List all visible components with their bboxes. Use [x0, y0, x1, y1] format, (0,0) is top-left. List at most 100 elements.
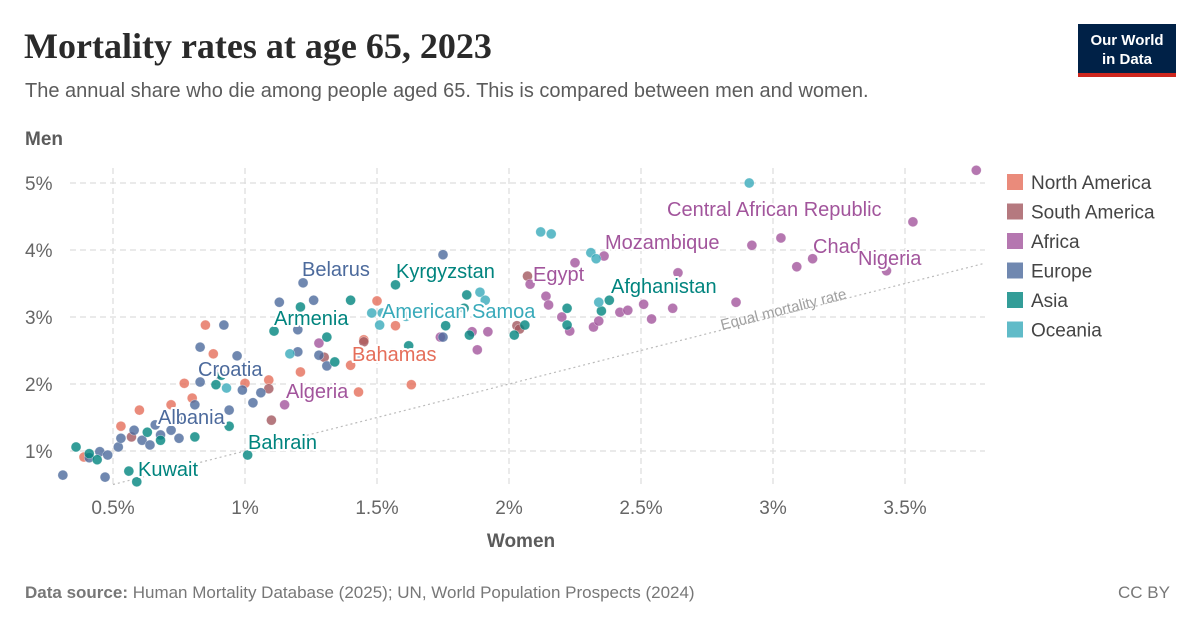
data-point-europe[interactable]: [102, 449, 114, 461]
data-point-africa[interactable]: [543, 299, 554, 311]
data-point-europe[interactable]: [313, 349, 325, 361]
data-point-europe[interactable]: [194, 376, 206, 388]
data-point-oceania[interactable]: [743, 177, 755, 189]
data-point-asia[interactable]: [268, 325, 280, 337]
data-point-north-america[interactable]: [390, 320, 401, 332]
data-point-north-america[interactable]: [406, 379, 417, 390]
data-point-africa[interactable]: [791, 261, 803, 273]
data-point-europe[interactable]: [297, 277, 309, 289]
data-point-oceania[interactable]: [221, 382, 232, 394]
data-point-europe[interactable]: [136, 434, 148, 446]
legend-item-europe[interactable]: Europe: [1007, 262, 1092, 283]
data-point-africa[interactable]: [970, 164, 982, 176]
data-point-oceania[interactable]: [479, 294, 491, 306]
data-point-europe[interactable]: [255, 387, 267, 399]
data-point-asia[interactable]: [83, 448, 95, 459]
data-point-asia[interactable]: [329, 356, 341, 368]
data-point-asia[interactable]: [321, 331, 333, 343]
data-point-asia[interactable]: [440, 320, 451, 332]
data-point-oceania[interactable]: [474, 286, 486, 298]
data-point-europe[interactable]: [194, 341, 206, 353]
data-point-asia[interactable]: [458, 302, 470, 314]
data-point-north-america[interactable]: [371, 295, 383, 307]
data-point-africa[interactable]: [730, 296, 742, 308]
data-point-oceania[interactable]: [284, 348, 296, 360]
data-point-africa[interactable]: [746, 240, 758, 251]
data-point-north-america[interactable]: [353, 386, 364, 398]
data-point-europe[interactable]: [57, 469, 69, 481]
data-point-europe[interactable]: [353, 350, 364, 362]
legend-item-asia[interactable]: Asia: [1007, 291, 1068, 312]
data-point-oceania[interactable]: [545, 228, 557, 240]
data-point-europe[interactable]: [231, 350, 243, 362]
data-point-europe[interactable]: [308, 294, 319, 306]
data-point-asia[interactable]: [561, 302, 573, 314]
data-point-asia[interactable]: [508, 329, 520, 341]
data-point-europe[interactable]: [437, 249, 449, 260]
data-point-oceania[interactable]: [376, 307, 388, 319]
data-point-asia[interactable]: [464, 329, 475, 341]
data-point-africa[interactable]: [775, 232, 787, 244]
data-point-asia[interactable]: [70, 441, 82, 453]
data-point-asia[interactable]: [461, 289, 473, 301]
data-point-africa[interactable]: [472, 344, 483, 356]
data-point-asia[interactable]: [215, 369, 227, 381]
data-point-asia[interactable]: [123, 465, 135, 477]
data-point-oceania[interactable]: [593, 296, 605, 308]
data-point-north-america[interactable]: [115, 420, 127, 432]
data-point-africa[interactable]: [807, 253, 818, 265]
data-point-europe[interactable]: [237, 384, 248, 396]
data-point-asia[interactable]: [155, 434, 166, 446]
data-point-north-america[interactable]: [134, 404, 145, 416]
legend-item-north-america[interactable]: North America: [1007, 173, 1152, 194]
data-point-north-america[interactable]: [200, 319, 211, 331]
data-point-north-america[interactable]: [295, 366, 306, 378]
data-point-africa[interactable]: [569, 257, 581, 269]
data-point-asia[interactable]: [131, 476, 143, 488]
data-point-africa[interactable]: [672, 267, 684, 279]
legend-item-africa[interactable]: Africa: [1007, 232, 1080, 253]
data-point-europe[interactable]: [144, 439, 156, 451]
data-point-africa[interactable]: [556, 311, 568, 323]
data-point-south-america[interactable]: [266, 414, 277, 426]
data-point-africa[interactable]: [638, 298, 649, 310]
data-point-asia[interactable]: [210, 379, 222, 390]
data-point-asia[interactable]: [390, 279, 401, 291]
data-point-asia[interactable]: [189, 431, 201, 443]
data-point-north-america[interactable]: [178, 378, 190, 389]
data-point-europe[interactable]: [437, 331, 449, 343]
data-point-europe[interactable]: [218, 319, 230, 331]
data-point-africa[interactable]: [313, 337, 325, 349]
data-point-africa[interactable]: [622, 304, 634, 316]
data-point-oceania[interactable]: [590, 253, 602, 265]
data-point-south-america[interactable]: [358, 336, 370, 348]
data-point-oceania[interactable]: [400, 311, 412, 322]
data-point-africa[interactable]: [646, 313, 657, 325]
data-point-europe[interactable]: [274, 296, 285, 308]
data-point-asia[interactable]: [142, 426, 153, 438]
legend-item-oceania[interactable]: Oceania: [1007, 321, 1102, 342]
data-point-asia[interactable]: [242, 449, 253, 461]
data-point-africa[interactable]: [482, 326, 494, 338]
data-point-europe[interactable]: [189, 399, 201, 411]
data-point-oceania[interactable]: [374, 319, 385, 331]
data-point-africa[interactable]: [279, 399, 290, 411]
data-point-north-america[interactable]: [387, 347, 399, 359]
data-point-africa[interactable]: [667, 302, 678, 314]
data-point-europe[interactable]: [247, 397, 259, 409]
data-point-north-america[interactable]: [208, 348, 219, 360]
data-point-asia[interactable]: [223, 420, 235, 432]
data-point-europe[interactable]: [149, 419, 161, 431]
legend-item-south-america[interactable]: South America: [1007, 203, 1155, 224]
license-link[interactable]: CC BY: [1118, 583, 1170, 602]
data-point-europe[interactable]: [115, 432, 127, 444]
data-point-oceania[interactable]: [366, 307, 378, 319]
data-point-europe[interactable]: [223, 404, 235, 416]
data-point-europe[interactable]: [173, 432, 185, 444]
data-point-asia[interactable]: [295, 301, 306, 313]
owid-logo[interactable]: Our World in Data: [1078, 24, 1176, 77]
data-point-europe[interactable]: [99, 471, 111, 483]
data-point-africa[interactable]: [593, 315, 605, 327]
data-point-asia[interactable]: [561, 319, 573, 331]
data-point-asia[interactable]: [181, 412, 193, 424]
